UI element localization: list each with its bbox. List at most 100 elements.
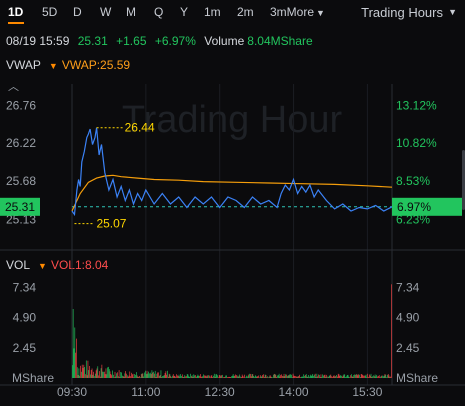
volume-bar <box>116 373 117 378</box>
volume-bar <box>137 376 139 378</box>
tab-1m[interactable]: 1m <box>204 5 221 19</box>
tab-quarter[interactable]: Q <box>154 5 164 19</box>
volume-bar <box>309 374 311 378</box>
volume-bar <box>191 375 193 378</box>
volume-bar <box>209 375 210 378</box>
volume-bar <box>162 376 163 378</box>
vol-caret-icon[interactable]: ▼ <box>38 261 47 271</box>
volume-bar <box>224 377 226 378</box>
volume-bar <box>390 376 392 378</box>
volume-bar <box>144 372 145 378</box>
volume-bar <box>147 373 149 378</box>
volume-bar <box>225 375 227 378</box>
volume-bar <box>380 376 382 378</box>
volume-bar <box>247 375 249 378</box>
volume-bar <box>388 375 390 378</box>
volume-bar <box>257 376 259 378</box>
volume-bar <box>222 374 223 378</box>
percent-tick-label: 10.82% <box>396 136 437 150</box>
volume-bar <box>220 376 222 378</box>
vwap-caret-icon[interactable]: ▼ <box>48 61 58 71</box>
volume-bar <box>160 370 162 378</box>
percent-tick-label: 6.23% <box>396 212 430 226</box>
quote-price: 25.31 <box>77 34 108 48</box>
volume-bar <box>302 377 304 378</box>
volume-bar <box>339 375 341 378</box>
volume-bar <box>331 376 332 378</box>
volume-bar <box>358 374 360 378</box>
volume-bar <box>184 375 186 378</box>
price-tick-label: 26.76 <box>6 98 36 112</box>
volume-bar <box>145 374 147 378</box>
tab-3m[interactable]: 3mMore ▼ <box>270 5 325 19</box>
time-tick-label: 11:00 <box>131 385 160 399</box>
volume-bar <box>181 376 182 378</box>
volume-bar <box>73 348 75 378</box>
volume-bar <box>204 375 206 378</box>
volume-bar <box>379 377 381 378</box>
volume-bar <box>140 377 141 378</box>
current-pct-tag: 6.97% <box>397 200 431 214</box>
scrollbar[interactable] <box>462 150 465 210</box>
volume-bar <box>157 372 158 378</box>
volume-bar <box>130 376 131 378</box>
volume-bar <box>288 375 290 378</box>
volume-bar <box>177 376 179 378</box>
volume-bar <box>197 374 199 378</box>
volume-bar <box>158 375 160 378</box>
volume-bar <box>377 376 378 378</box>
session-chevron-down-icon[interactable]: ▼ <box>448 7 457 17</box>
volume-bar <box>291 374 292 378</box>
volume-bar <box>334 376 336 378</box>
volume-bar <box>276 376 277 378</box>
volume-bar <box>102 371 104 378</box>
volume-bar <box>323 375 324 378</box>
vwap-indicator[interactable]: VWAP ▼ VWAP:25.59 <box>6 58 130 72</box>
volume-bar <box>98 375 99 378</box>
volume-bar <box>273 374 274 378</box>
more-menu-label[interactable]: More <box>286 5 315 19</box>
volume-bar <box>355 374 356 378</box>
price-axis: 26.76 26.22 25.68 25.13 <box>6 98 36 226</box>
volume-bar <box>87 360 89 378</box>
volume-bar <box>222 377 224 378</box>
volume-bar <box>124 373 126 378</box>
volume-bar <box>259 377 260 378</box>
volume-bar <box>350 375 351 378</box>
tab-1d[interactable]: 1D <box>8 5 24 19</box>
volume-bar <box>146 370 148 378</box>
collapse-chevron-up-icon[interactable]: ︿ <box>8 81 19 93</box>
volume-bar <box>322 374 323 378</box>
volume-bar <box>316 373 318 378</box>
volume-bar <box>88 370 90 378</box>
volume-bar <box>325 376 327 378</box>
tab-year[interactable]: Y <box>180 5 189 19</box>
tab-week[interactable]: W <box>100 5 112 19</box>
tab-month[interactable]: M <box>126 5 136 19</box>
volume-bar <box>90 374 91 378</box>
volume-bar <box>389 377 391 378</box>
volume-bar <box>178 374 180 378</box>
volume-bar <box>344 374 346 378</box>
tab-5d[interactable]: 5D <box>42 5 58 19</box>
volume-bar <box>92 374 94 378</box>
volume-bar <box>83 364 85 378</box>
tab-day[interactable]: D <box>73 5 82 19</box>
session-selector[interactable]: Trading Hours <box>361 5 443 20</box>
tab-2m[interactable]: 2m <box>237 5 254 19</box>
volume-bar <box>219 375 221 378</box>
volume-bar <box>292 373 294 378</box>
volume-bar <box>267 376 268 378</box>
vwap-line <box>71 174 393 212</box>
volume-bar <box>123 376 125 378</box>
volume-bar <box>161 377 163 378</box>
vol-indicator[interactable]: VOL ▼ VOL1:8.04 <box>6 258 108 272</box>
volume-bar <box>230 377 232 378</box>
volume-bar <box>95 370 97 378</box>
volume-bar <box>382 375 383 378</box>
volume-bar <box>341 376 343 378</box>
volume-bar <box>170 376 172 378</box>
volume-bar <box>239 374 241 378</box>
volume-bar <box>77 375 79 378</box>
